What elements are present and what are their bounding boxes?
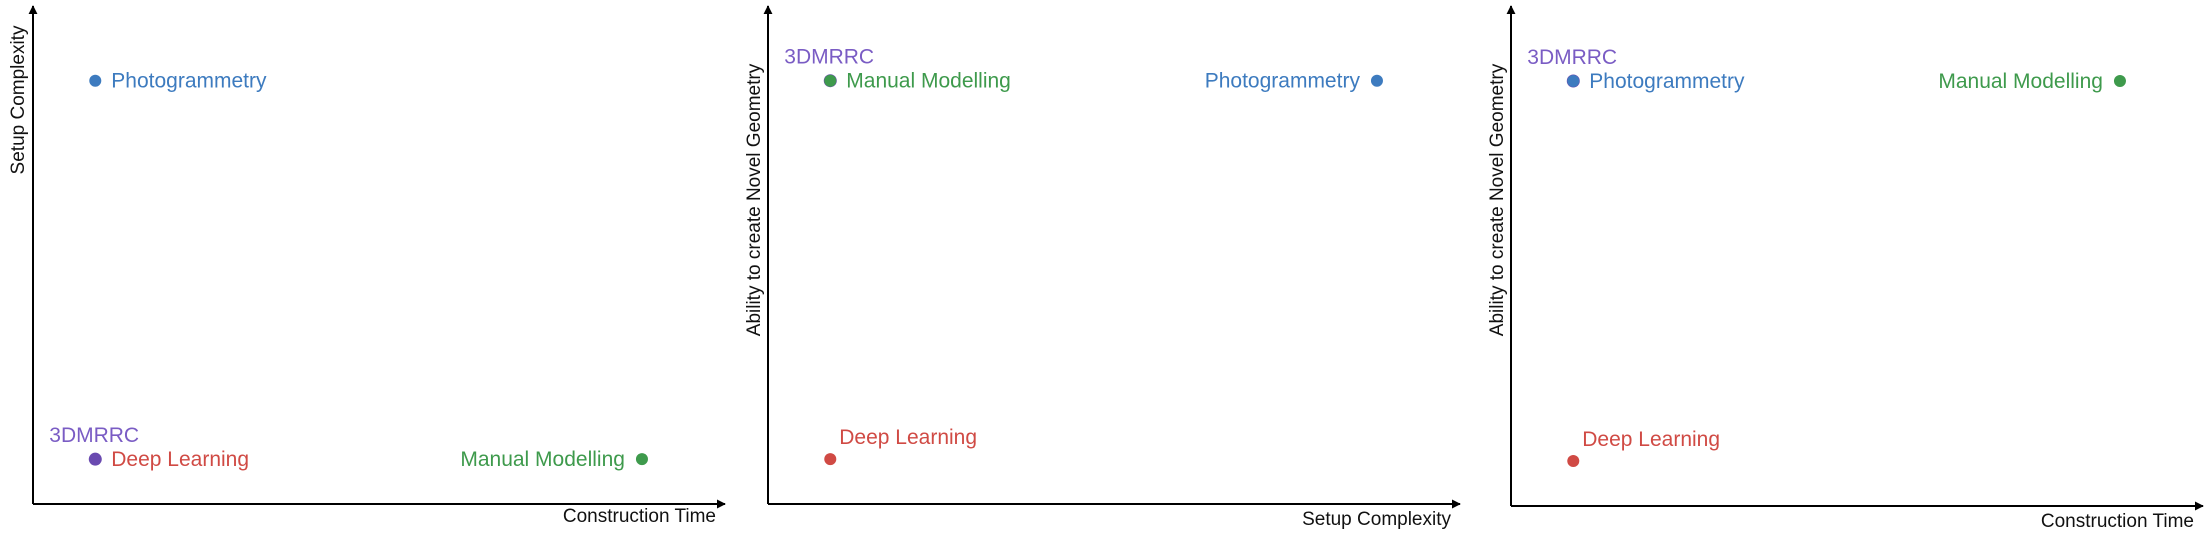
point-label-manual-modelling: Manual Modelling (846, 70, 1011, 93)
point-manual-modelling (635, 453, 648, 466)
point-manual-modelling (2113, 75, 2126, 87)
point-photogrammetry (1567, 75, 1580, 87)
point-label-3dmrrc: 3DMRRC (49, 424, 139, 447)
point-deep-learning (1567, 455, 1580, 467)
point-label-3dmrrc: 3DMRRC (784, 46, 874, 69)
y-axis-label: Setup Complexity (8, 25, 29, 174)
point-label-deep-learning: Deep Learning (1582, 428, 1720, 451)
x-axis-label: Setup Complexity (1302, 509, 1451, 530)
point-label-photogrammetry: Photogrammetry (1205, 70, 1361, 93)
point-label-deep-learning: Deep Learning (111, 448, 249, 471)
point-label-photogrammetry: Photogrammetry (111, 70, 267, 93)
point-deep-learning (824, 453, 837, 466)
point-label-manual-modelling: Manual Modelling (1938, 70, 2103, 93)
y-axis-label: Ability to create Novel Geometry (1487, 63, 1508, 336)
chart-panel-3: Construction Time Ability to create Novel… (1487, 5, 2204, 532)
point-3dmrrc (88, 452, 102, 466)
chart-panel-1: Construction Time Setup Complexity Photogr… (8, 5, 726, 527)
point-label-manual-modelling: Manual Modelling (460, 448, 625, 471)
point-photogrammetry (1370, 74, 1383, 87)
y-axis-label: Ability to create Novel Geometry (744, 63, 765, 336)
point-label-photogrammetry: Photogrammetry (1589, 70, 1745, 93)
point-label-deep-learning: Deep Learning (839, 426, 977, 449)
point-manual-modelling (824, 74, 837, 87)
point-photogrammetry (89, 74, 102, 87)
x-axis-label: Construction Time (563, 506, 716, 527)
x-axis-label: Construction Time (2041, 511, 2194, 532)
point-label-3dmrrc: 3DMRRC (1527, 46, 1617, 69)
chart-panel-2: Setup Complexity Ability to create Novel … (744, 5, 1461, 530)
